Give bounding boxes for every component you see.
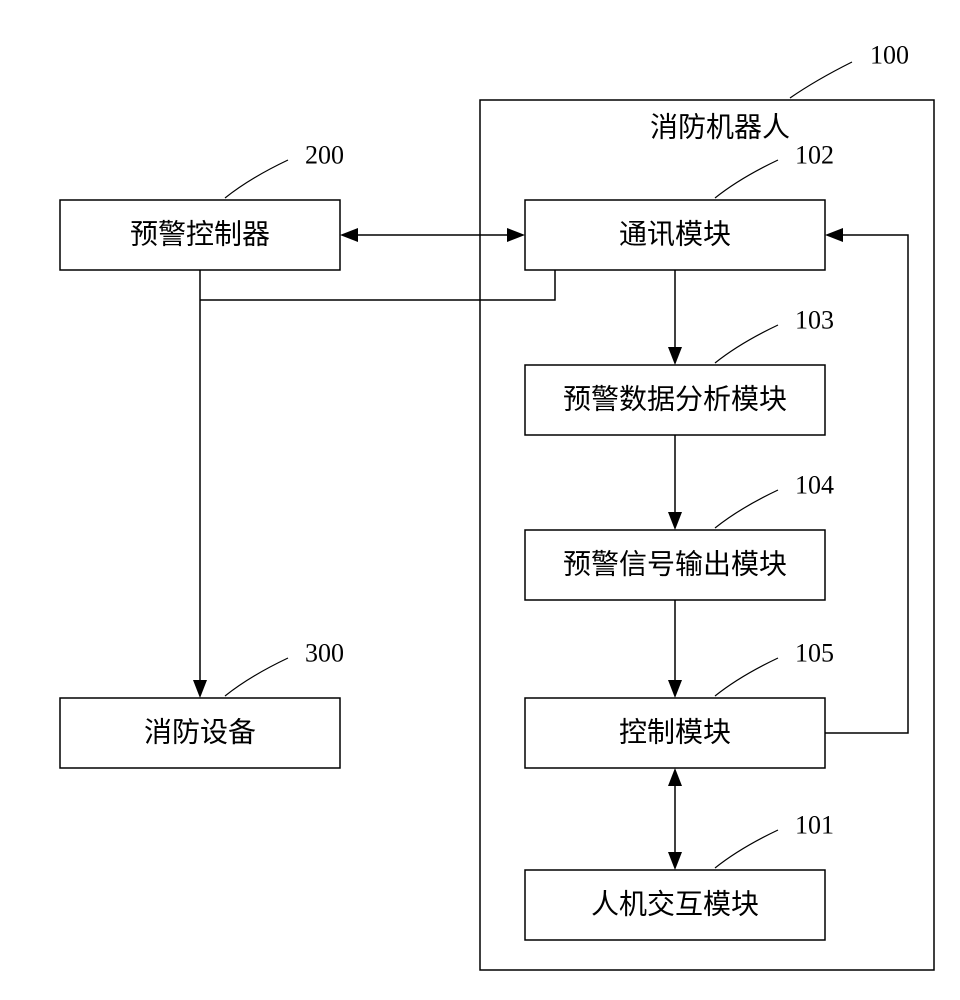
ref-label-100: 100 xyxy=(870,41,909,70)
ref-leader-200 xyxy=(225,160,288,198)
ref-label-300: 300 xyxy=(305,639,344,668)
ref-label-104: 104 xyxy=(795,471,834,500)
ref-label-102: 102 xyxy=(795,141,834,170)
node-label-comm_module: 通讯模块 xyxy=(619,219,731,251)
node-label-fire_equipment: 消防设备 xyxy=(144,717,256,749)
ref-leader-104 xyxy=(715,490,778,528)
ref-leader-103 xyxy=(715,325,778,363)
ref-label-103: 103 xyxy=(795,306,834,335)
ref-label-200: 200 xyxy=(305,141,344,170)
ref-leader-101 xyxy=(715,830,778,868)
ref-label-105: 105 xyxy=(795,639,834,668)
ref-label-101: 101 xyxy=(795,811,834,840)
node-label-signal_output: 预警信号输出模块 xyxy=(563,549,787,581)
node-label-control_module: 控制模块 xyxy=(619,717,731,749)
node-label-data_analysis: 预警数据分析模块 xyxy=(563,384,787,416)
ref-leader-105 xyxy=(715,658,778,696)
edge-7 xyxy=(200,270,555,300)
edge-5 xyxy=(825,235,908,733)
node-label-hmi_module: 人机交互模块 xyxy=(591,889,759,921)
ref-leader-300 xyxy=(225,658,288,696)
node-label-warning_controller: 预警控制器 xyxy=(130,219,270,251)
ref-leader-102 xyxy=(715,160,778,198)
ref-leader-100 xyxy=(790,62,852,98)
container-title: 消防机器人 xyxy=(650,112,790,144)
